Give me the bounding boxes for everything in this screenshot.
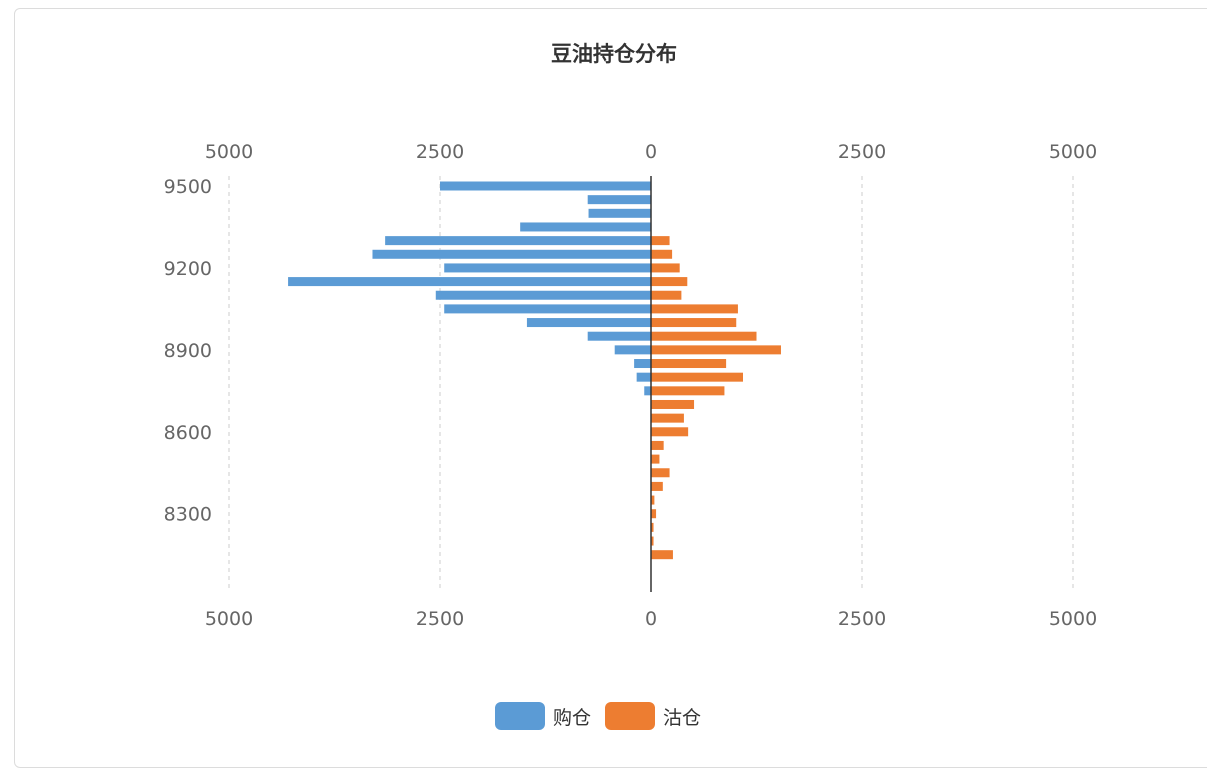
bar-sell[interactable]	[651, 399, 695, 409]
legend: 购仓 沽仓	[495, 702, 701, 730]
legend-swatch-buy	[495, 702, 545, 730]
bar-sell[interactable]	[651, 318, 737, 328]
y-tick-label: 8900	[164, 340, 212, 362]
x-tick-label-bottom: 5000	[205, 608, 253, 630]
bar-sell[interactable]	[651, 550, 673, 560]
x-tick-label-top: 5000	[1049, 141, 1097, 163]
bar-sell[interactable]	[651, 509, 657, 519]
bar-sell[interactable]	[651, 440, 664, 450]
y-tick-label: 8600	[164, 422, 212, 444]
x-tick-label-bottom: 5000	[1049, 608, 1097, 630]
grid	[228, 176, 1074, 592]
bar-sell[interactable]	[651, 277, 688, 287]
bar-sell[interactable]	[651, 427, 689, 437]
x-tick-label-top: 2500	[838, 141, 886, 163]
bar-buy[interactable]	[435, 290, 651, 300]
legend-label-sell: 沽仓	[663, 706, 702, 729]
bar-sell[interactable]	[651, 359, 727, 369]
x-tick-label-top: 2500	[416, 141, 464, 163]
y-tick-label: 9200	[164, 258, 212, 280]
chart-title: 豆油持仓分布	[551, 42, 677, 66]
bar-sell[interactable]	[651, 249, 673, 259]
bar-sell[interactable]	[651, 372, 743, 382]
bar-buy[interactable]	[614, 345, 651, 355]
bars	[288, 181, 781, 560]
y-tick-label: 8300	[164, 504, 212, 526]
legend-item-buy[interactable]: 购仓	[495, 702, 591, 730]
y-tick-label: 9500	[164, 176, 212, 198]
bar-sell[interactable]	[651, 495, 655, 505]
legend-swatch-sell	[605, 702, 656, 730]
bar-sell[interactable]	[651, 331, 757, 341]
legend-label-buy: 购仓	[553, 706, 592, 729]
bar-buy[interactable]	[444, 304, 651, 314]
bar-sell[interactable]	[651, 236, 670, 246]
bar-buy[interactable]	[440, 181, 651, 191]
bar-sell[interactable]	[651, 304, 738, 314]
bar-buy[interactable]	[372, 249, 651, 259]
bar-buy[interactable]	[634, 359, 651, 369]
x-tick-label-top: 5000	[205, 141, 253, 163]
bar-buy[interactable]	[587, 195, 651, 205]
chart-card	[14, 8, 1207, 768]
bar-sell[interactable]	[651, 522, 654, 532]
bar-sell[interactable]	[651, 345, 781, 355]
bar-buy[interactable]	[644, 386, 651, 396]
x-tick-label-bottom: 2500	[838, 608, 886, 630]
x-tick-label-top: 0	[645, 141, 657, 163]
legend-item-sell[interactable]: 沽仓	[605, 702, 701, 730]
bar-sell[interactable]	[651, 454, 660, 464]
bar-buy[interactable]	[288, 277, 651, 287]
bar-buy[interactable]	[520, 222, 651, 232]
top-axis: 5000 2500 0 2500 5000	[205, 141, 1097, 163]
bar-buy[interactable]	[587, 331, 651, 341]
x-tick-label-bottom: 2500	[416, 608, 464, 630]
bar-sell[interactable]	[651, 290, 682, 300]
bar-buy[interactable]	[636, 372, 651, 382]
bar-sell[interactable]	[651, 413, 684, 423]
y-axis: 9500 9200 8900 8600 8300	[164, 176, 212, 526]
bar-sell[interactable]	[651, 468, 670, 478]
bar-sell[interactable]	[651, 386, 725, 396]
bar-sell[interactable]	[651, 536, 654, 546]
bar-sell[interactable]	[651, 481, 663, 491]
bottom-axis: 5000 2500 0 2500 5000	[205, 608, 1097, 630]
bar-buy[interactable]	[385, 236, 651, 246]
bar-buy[interactable]	[526, 318, 651, 328]
bar-buy[interactable]	[588, 208, 651, 218]
bar-sell[interactable]	[651, 263, 680, 273]
bar-buy[interactable]	[444, 263, 651, 273]
x-tick-label-bottom: 0	[645, 608, 657, 630]
